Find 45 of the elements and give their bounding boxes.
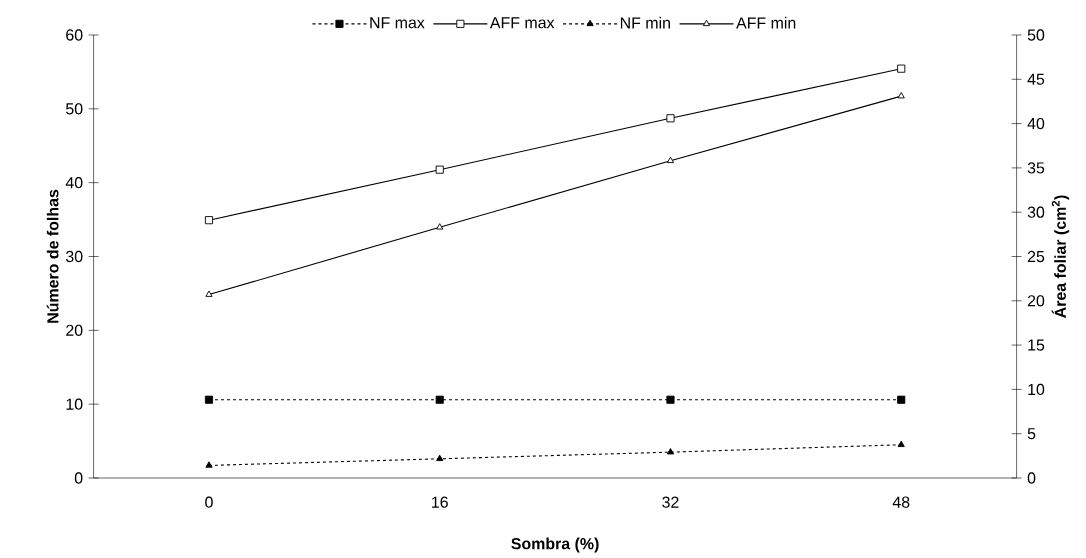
- point: [435, 165, 444, 174]
- y2-tick-label: 10: [1028, 383, 1045, 396]
- legend-label: NF min: [620, 16, 670, 29]
- point: [897, 440, 905, 448]
- y-tick-label: 60: [66, 29, 83, 41]
- point: [897, 92, 905, 99]
- y-tick-label: 0: [74, 472, 83, 484]
- y2-tick-label: 20: [1027, 295, 1045, 307]
- point: [666, 395, 675, 404]
- y2-tick-label: 25: [1027, 250, 1045, 263]
- y2-tick-label: 35: [1027, 162, 1045, 174]
- y2-axis-title: Área foliar (cm$^{2}$): [1051, 195, 1070, 319]
- point: [204, 216, 214, 225]
- point: [666, 114, 675, 123]
- legend-label: AFF min: [736, 16, 796, 29]
- y2-tick-label: 0: [1027, 472, 1036, 484]
- y-tick-label: 10: [66, 398, 83, 410]
- x-axis-title: Sombra (%): [511, 537, 599, 553]
- x-tick-label: 48: [892, 496, 910, 508]
- point: [897, 395, 906, 404]
- y-tick-label: 30: [65, 250, 83, 263]
- y2-tick-label: 45: [1027, 73, 1045, 85]
- y2-tick-label: 30: [1027, 206, 1045, 218]
- y2-tick-label: 40: [1027, 118, 1045, 130]
- y-axis-title: Número de folhas: [46, 189, 59, 323]
- y-tick-label: 20: [66, 324, 83, 337]
- x-tick-label: 0: [205, 496, 213, 508]
- point: [897, 64, 906, 73]
- point: [435, 395, 444, 404]
- y2-tick-label: 15: [1028, 339, 1045, 351]
- point: [436, 454, 444, 462]
- legend-label: AFF max: [489, 17, 555, 29]
- y2-tick-label: 50: [1027, 29, 1045, 41]
- y2-tick-label: 5: [1027, 428, 1036, 440]
- point: [204, 395, 214, 404]
- point: [666, 156, 675, 164]
- y-tick-label: 40: [65, 177, 83, 189]
- point: [205, 461, 213, 468]
- point: [205, 290, 213, 297]
- point: [436, 223, 444, 230]
- legend-label: NF max: [370, 17, 425, 29]
- x-tick-label: 16: [432, 496, 448, 508]
- point: [666, 448, 675, 455]
- y-tick-label: 50: [66, 103, 83, 115]
- x-tick-label: 32: [662, 496, 679, 508]
